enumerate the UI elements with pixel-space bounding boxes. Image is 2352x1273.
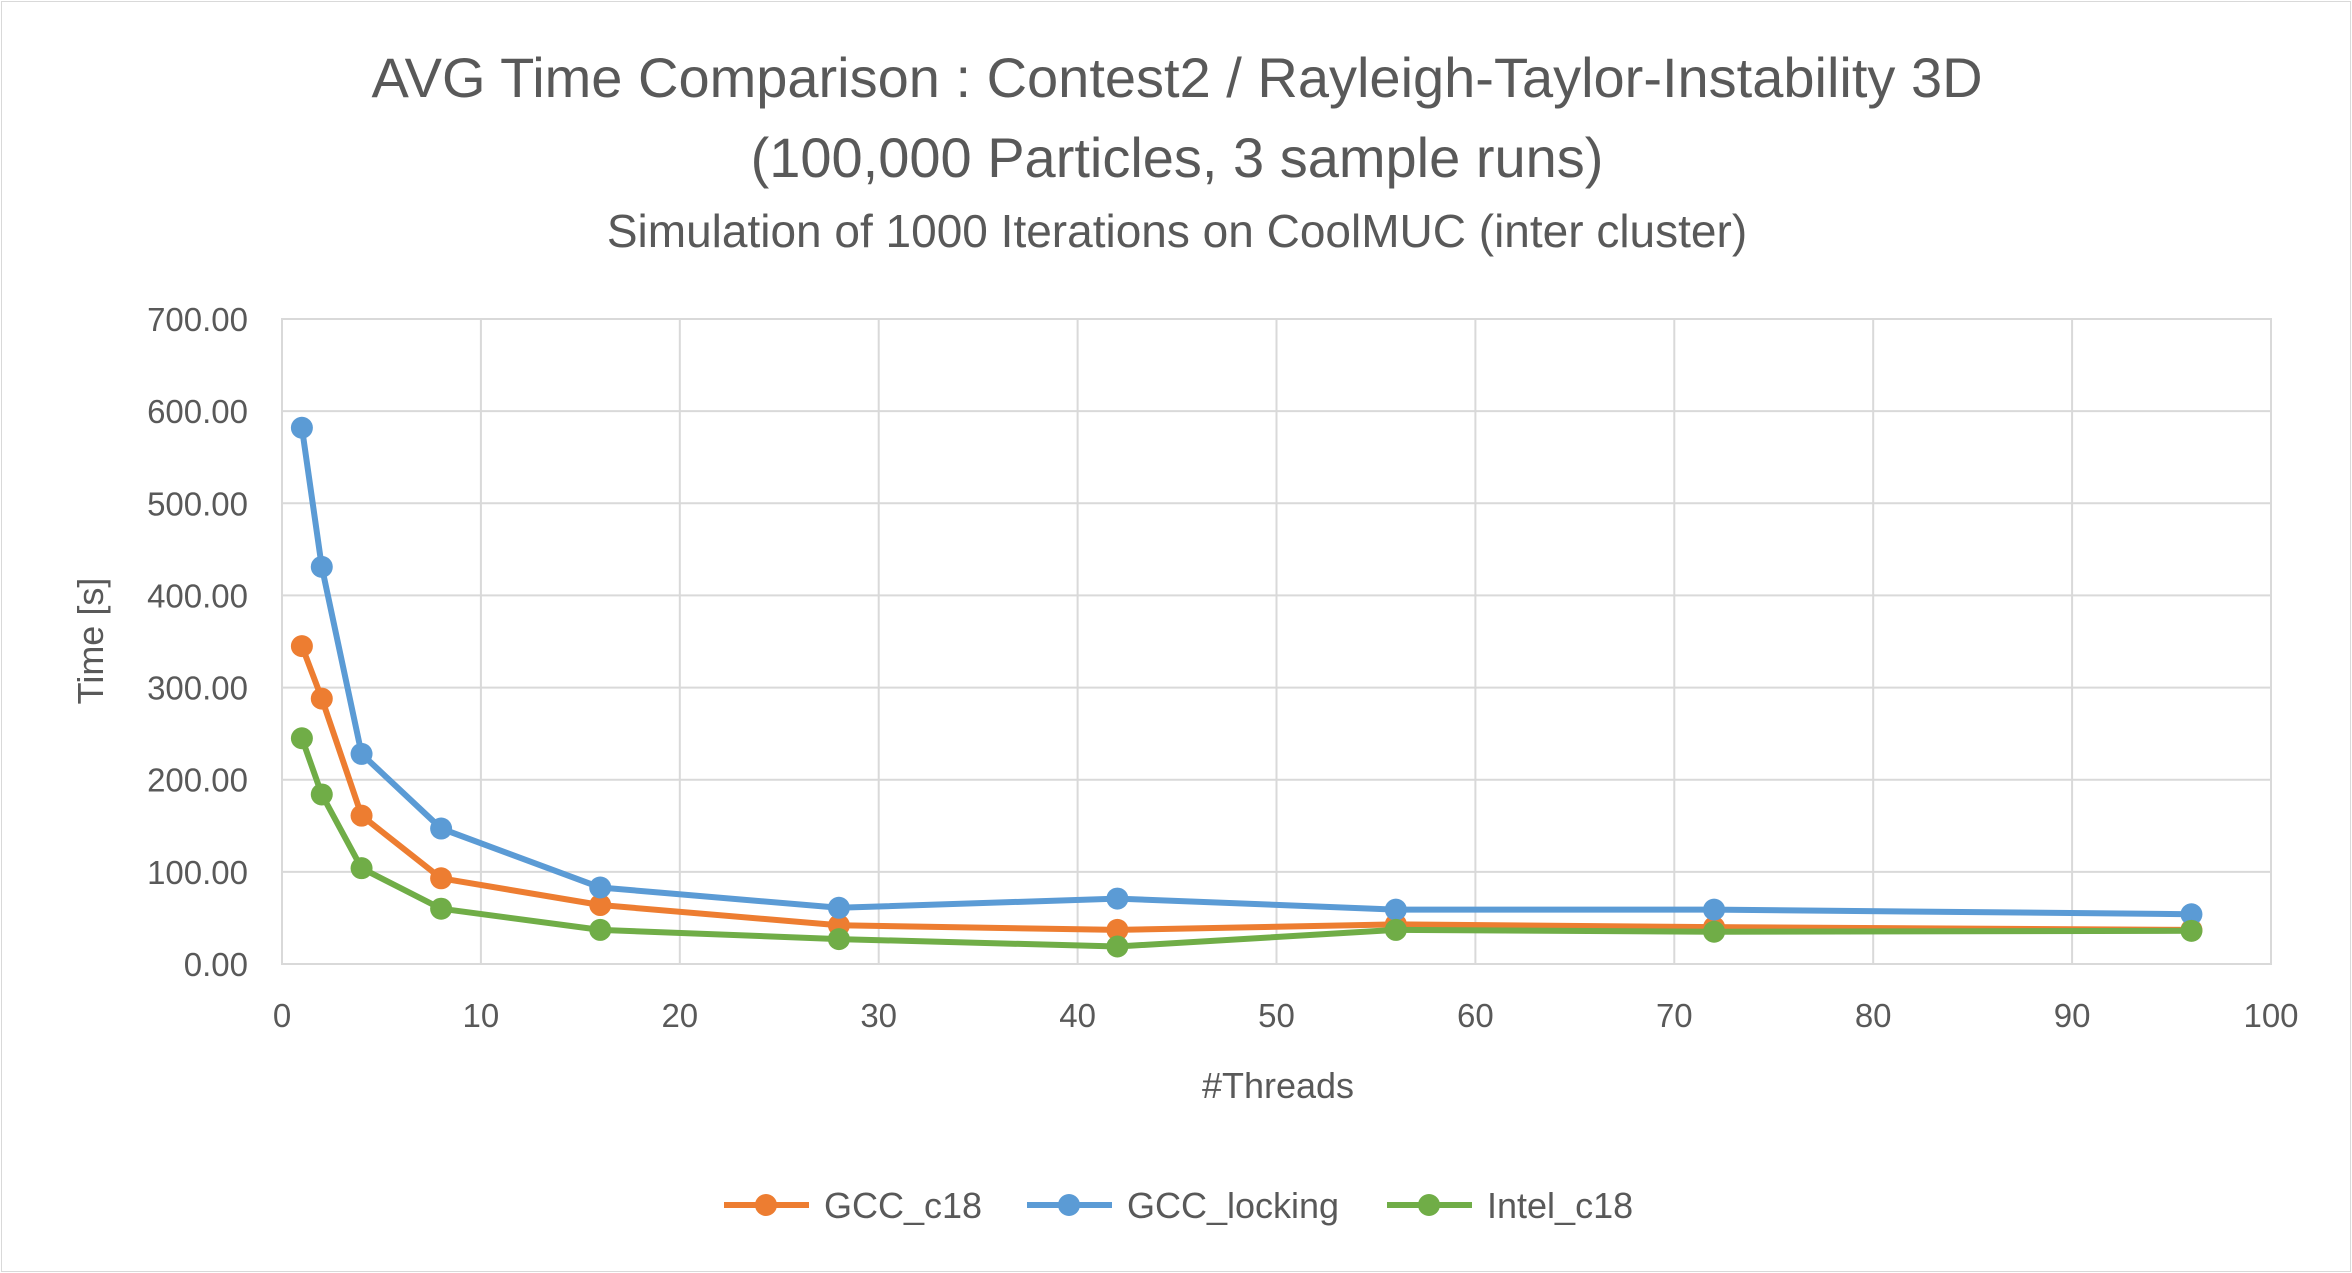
data-point xyxy=(310,783,333,806)
data-point xyxy=(827,896,850,919)
data-point xyxy=(290,635,313,658)
series-gcc-locking xyxy=(290,416,2203,926)
data-point xyxy=(1106,918,1129,941)
series-intel-c18 xyxy=(290,727,2203,958)
y-axis-title: Time [s] xyxy=(70,578,111,705)
y-tick-label: 0.00 xyxy=(184,946,248,983)
x-tick-label: 100 xyxy=(2243,997,2298,1034)
chart-title-line2: (100,000 Particles, 3 sample runs) xyxy=(751,126,1604,189)
legend-label: GCC_c18 xyxy=(824,1185,982,1226)
legend: GCC_c18 GCC_locking Intel_c18 xyxy=(724,1185,1633,1226)
x-tick-label: 80 xyxy=(1855,997,1892,1034)
legend-marker xyxy=(755,1194,777,1216)
data-point xyxy=(1384,918,1407,941)
data-point xyxy=(290,727,313,750)
plot-area xyxy=(281,318,2272,965)
x-tick-label: 40 xyxy=(1059,997,1096,1034)
x-tick-label: 30 xyxy=(860,997,897,1034)
data-point xyxy=(1703,898,1726,921)
x-tick-label: 70 xyxy=(1656,997,1693,1034)
data-point xyxy=(310,687,333,710)
chart-title: AVG Time Comparison : Contest2 / Rayleig… xyxy=(371,46,1982,109)
y-tick-labels: 0.00 100.00 200.00 300.00 400.00 500.00 600.00… xyxy=(147,301,248,983)
data-point xyxy=(827,928,850,951)
data-point xyxy=(589,876,612,899)
data-point xyxy=(310,555,333,578)
data-point xyxy=(350,804,373,827)
x-axis-title: #Threads xyxy=(1202,1065,1354,1106)
y-tick-label: 500.00 xyxy=(147,485,248,522)
data-point xyxy=(589,894,612,917)
x-tick-labels: 0 10 20 30 40 50 60 70 80 90 100 xyxy=(273,997,2299,1034)
y-tick-label: 100.00 xyxy=(147,854,248,891)
y-tick-label: 200.00 xyxy=(147,762,248,799)
data-point xyxy=(589,918,612,941)
y-tick-label: 300.00 xyxy=(147,670,248,707)
x-tick-label: 10 xyxy=(463,997,500,1034)
legend-label: Intel_c18 xyxy=(1487,1185,1633,1226)
grid-layer xyxy=(281,318,2272,965)
legend-entry: Intel_c18 xyxy=(1387,1185,1633,1226)
y-tick-label: 700.00 xyxy=(147,301,248,338)
y-tick-label: 600.00 xyxy=(147,393,248,430)
x-tick-label: 60 xyxy=(1457,997,1494,1034)
data-point xyxy=(350,857,373,880)
data-point xyxy=(1106,935,1129,958)
legend-marker xyxy=(1418,1194,1440,1216)
legend-entry: GCC_c18 xyxy=(724,1185,982,1226)
x-tick-label: 0 xyxy=(273,997,291,1034)
series-line xyxy=(298,643,2195,933)
x-tick-label: 50 xyxy=(1258,997,1295,1034)
data-point xyxy=(290,416,313,439)
data-point xyxy=(350,742,373,765)
legend-entry: GCC_locking xyxy=(1027,1185,1339,1226)
series-gcc-c18 xyxy=(290,635,2203,941)
x-tick-label: 90 xyxy=(2054,997,2091,1034)
data-point xyxy=(2180,903,2203,926)
legend-label: GCC_locking xyxy=(1127,1185,1339,1226)
data-point xyxy=(2180,919,2203,942)
chart-subtitle: Simulation of 1000 Iterations on CoolMUC… xyxy=(607,205,1747,257)
data-point xyxy=(1703,920,1726,943)
data-point xyxy=(430,817,453,840)
x-tick-label: 20 xyxy=(661,997,698,1034)
series-layer xyxy=(290,416,2203,958)
data-point xyxy=(430,867,453,890)
legend-marker xyxy=(1058,1194,1080,1216)
data-point xyxy=(1106,887,1129,910)
y-tick-label: 400.00 xyxy=(147,577,248,614)
series-line xyxy=(298,735,2195,950)
data-point xyxy=(1384,898,1407,921)
data-point xyxy=(430,897,453,920)
series-line xyxy=(298,424,2195,918)
